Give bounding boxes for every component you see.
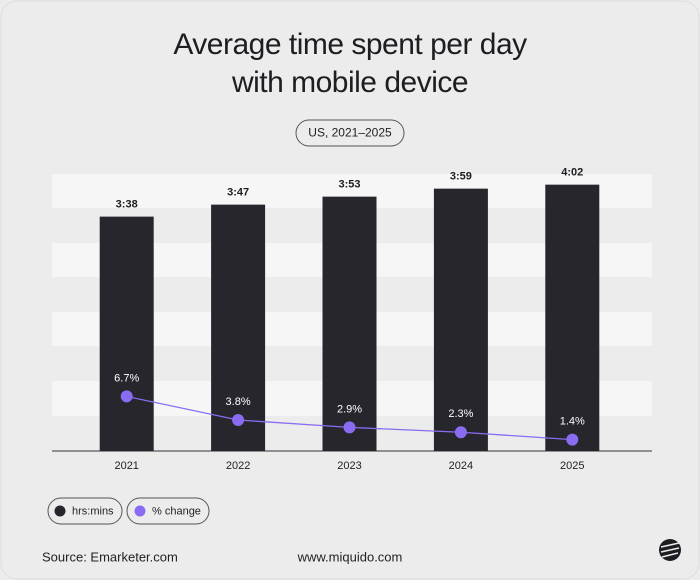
bar-label: 3:47: [227, 187, 249, 199]
subtitle-pill: [295, 119, 405, 147]
website: www.miquido.com: [297, 549, 403, 564]
bar-label: 3:53: [338, 179, 360, 191]
point-label: 2.9%: [337, 403, 362, 415]
point: [232, 414, 245, 427]
bar-label: 4:02: [561, 167, 583, 179]
x-tick-label: 2022: [226, 460, 250, 472]
bar: [433, 188, 488, 451]
point: [454, 426, 467, 439]
subtitle: US, 2021–2025: [308, 126, 392, 140]
point-label: 2.3%: [448, 408, 473, 420]
point-label: 1.4%: [560, 416, 585, 428]
bar-label: 3:59: [450, 171, 472, 183]
legend-label: % change: [152, 505, 201, 517]
legend-swatch: [54, 505, 66, 517]
bar: [99, 216, 154, 451]
bar: [322, 196, 377, 451]
point-label: 3.8%: [226, 396, 251, 408]
point: [120, 390, 133, 403]
point: [566, 433, 579, 446]
point-label: 6.7%: [114, 372, 139, 384]
legend-pill: [47, 497, 123, 525]
point: [343, 421, 356, 434]
logo: [659, 539, 681, 561]
legend-label: hrs:mins: [72, 505, 114, 517]
chart-title: Average time spent per day with mobile d…: [173, 28, 527, 99]
legend-swatch: [134, 505, 146, 517]
x-tick-label: 2021: [114, 460, 138, 472]
bar: [545, 184, 600, 451]
x-tick-label: 2025: [560, 460, 584, 472]
legend-pill: [126, 497, 210, 525]
bar-label: 3:38: [116, 199, 138, 211]
bar: [211, 204, 266, 451]
x-tick-label: 2024: [449, 460, 473, 472]
source: Source: Emarketer.com: [42, 549, 178, 564]
x-tick-label: 2023: [337, 460, 361, 472]
